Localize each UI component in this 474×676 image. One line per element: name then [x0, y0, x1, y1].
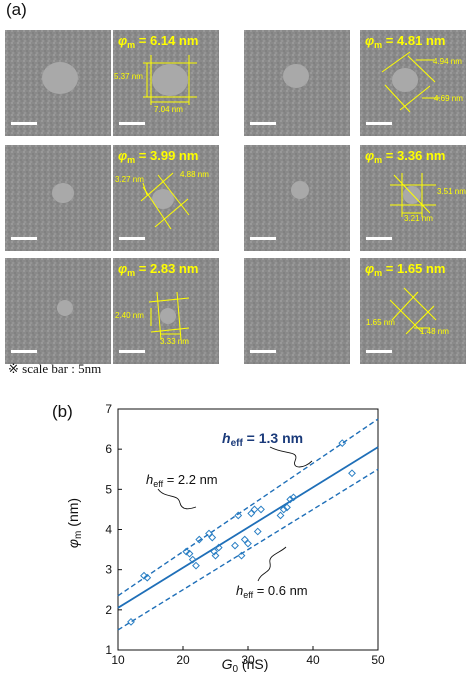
data-point — [338, 439, 347, 448]
scale-bar — [366, 237, 392, 240]
data-point — [192, 561, 200, 570]
scale-bar — [250, 237, 276, 240]
tem-image-raw — [5, 145, 111, 251]
data-point — [231, 541, 239, 550]
annotation-h13: heff = 1.3 nm — [222, 430, 303, 449]
scatter-chart: (b) 10 20 30 40 50 1 2 3 4 5 6 7 φm (nm) G0 (nS) he… — [52, 402, 385, 675]
y-tick-label: 2 — [105, 603, 112, 617]
data-point — [286, 495, 295, 504]
data-point — [276, 511, 285, 520]
dimension-label: 4.69 nm — [434, 94, 463, 103]
data-point — [214, 543, 223, 552]
scale-bar — [11, 350, 37, 353]
panel-b-label: (b) — [52, 402, 73, 421]
x-tick-label: 40 — [306, 653, 320, 667]
phi-label: φm = 3.36 nm — [365, 148, 446, 165]
y-tick-label: 6 — [105, 442, 112, 456]
phi-label: φm = 4.81 nm — [365, 33, 446, 50]
data-point — [185, 549, 194, 558]
tem-image-annotated — [360, 30, 466, 136]
data-point — [283, 503, 291, 512]
data-point — [182, 547, 191, 556]
fit-line-dashed — [117, 468, 379, 631]
dimension-label: 4.94 nm — [433, 57, 462, 66]
dimension-label: 2.40 nm — [115, 311, 144, 320]
tem-image-annotated — [360, 145, 466, 251]
data-point — [140, 571, 148, 580]
data-point — [253, 527, 262, 536]
x-tick-label: 20 — [176, 653, 190, 667]
phi-label: φm = 2.83 nm — [118, 261, 199, 278]
scale-bar — [119, 237, 145, 240]
scale-bar-note: ※ scale bar : 5nm — [8, 361, 102, 376]
y-tick-label: 5 — [105, 482, 112, 496]
data-point — [257, 505, 265, 514]
data-point — [195, 535, 204, 544]
data-point — [289, 493, 298, 502]
y-axis-label: φm (nm) — [65, 498, 84, 548]
scale-bar — [11, 237, 37, 240]
phi-label: φm = 3.99 nm — [118, 148, 199, 165]
fit-line-dashed — [117, 418, 379, 597]
tem-image-raw — [5, 258, 111, 364]
data-point — [234, 511, 243, 520]
dimension-label: 1.48 nm — [420, 327, 449, 336]
data-point — [250, 505, 259, 514]
x-tick-label: 50 — [371, 653, 385, 667]
y-tick-label: 4 — [105, 523, 112, 537]
scale-bar — [119, 350, 145, 353]
data-point — [348, 469, 356, 478]
scale-bar — [250, 122, 276, 125]
data-point — [247, 509, 256, 518]
data-point — [210, 547, 219, 556]
tem-image-raw — [244, 145, 350, 251]
annotation-h06-leader — [257, 546, 287, 582]
dimension-label: 3.33 nm — [160, 337, 189, 346]
data-point — [127, 617, 135, 626]
phi-label: φm = 1.65 nm — [365, 261, 446, 278]
annotation-h22-leader — [157, 488, 197, 510]
y-tick-label: 7 — [105, 402, 112, 416]
data-point — [188, 555, 197, 564]
scale-bar — [119, 122, 145, 125]
scale-bar — [366, 122, 392, 125]
dimension-label: 3.51 nm — [437, 187, 466, 196]
y-tick-label: 1 — [105, 643, 112, 657]
data-point — [208, 533, 217, 542]
scale-bar — [250, 350, 276, 353]
dimension-label: 3.21 nm — [404, 214, 433, 223]
dimension-label: 7.04 nm — [154, 105, 183, 114]
tem-image-annotated — [113, 258, 219, 364]
dimension-label: 4.88 nm — [180, 170, 209, 179]
data-point — [240, 535, 249, 544]
x-tick-label: 30 — [241, 653, 255, 667]
dimension-label: 5.37 nm — [114, 72, 143, 81]
x-axis-label: G0 (nS) — [222, 656, 269, 675]
dimension-label: 3.27 nm — [115, 175, 144, 184]
annotation-h06: heff = 0.6 nm — [236, 583, 308, 600]
data-point — [237, 551, 246, 560]
scale-bar — [11, 122, 37, 125]
data-point — [211, 551, 220, 560]
tem-image-annotated — [113, 30, 219, 136]
phi-label: φm = 6.14 nm — [118, 33, 199, 50]
data-point — [279, 505, 288, 514]
tem-image-raw — [244, 30, 350, 136]
scale-bar — [366, 350, 392, 353]
y-tick-label: 3 — [105, 563, 112, 577]
data-point — [244, 539, 252, 548]
data-point — [143, 573, 152, 582]
fit-line-solid — [117, 446, 379, 609]
dimension-label: 1.65 nm — [366, 318, 395, 327]
annotation-h22: heff = 2.2 nm — [146, 472, 218, 489]
tem-image-annotated — [113, 145, 219, 251]
panel-a-label: (a) — [6, 0, 27, 19]
annotation-h13-leader — [269, 446, 313, 468]
tem-image-annotated — [360, 258, 466, 364]
tem-image-raw — [244, 258, 350, 364]
data-point — [205, 529, 213, 538]
tem-image-raw — [5, 30, 111, 136]
x-tick-label: 10 — [111, 653, 125, 667]
